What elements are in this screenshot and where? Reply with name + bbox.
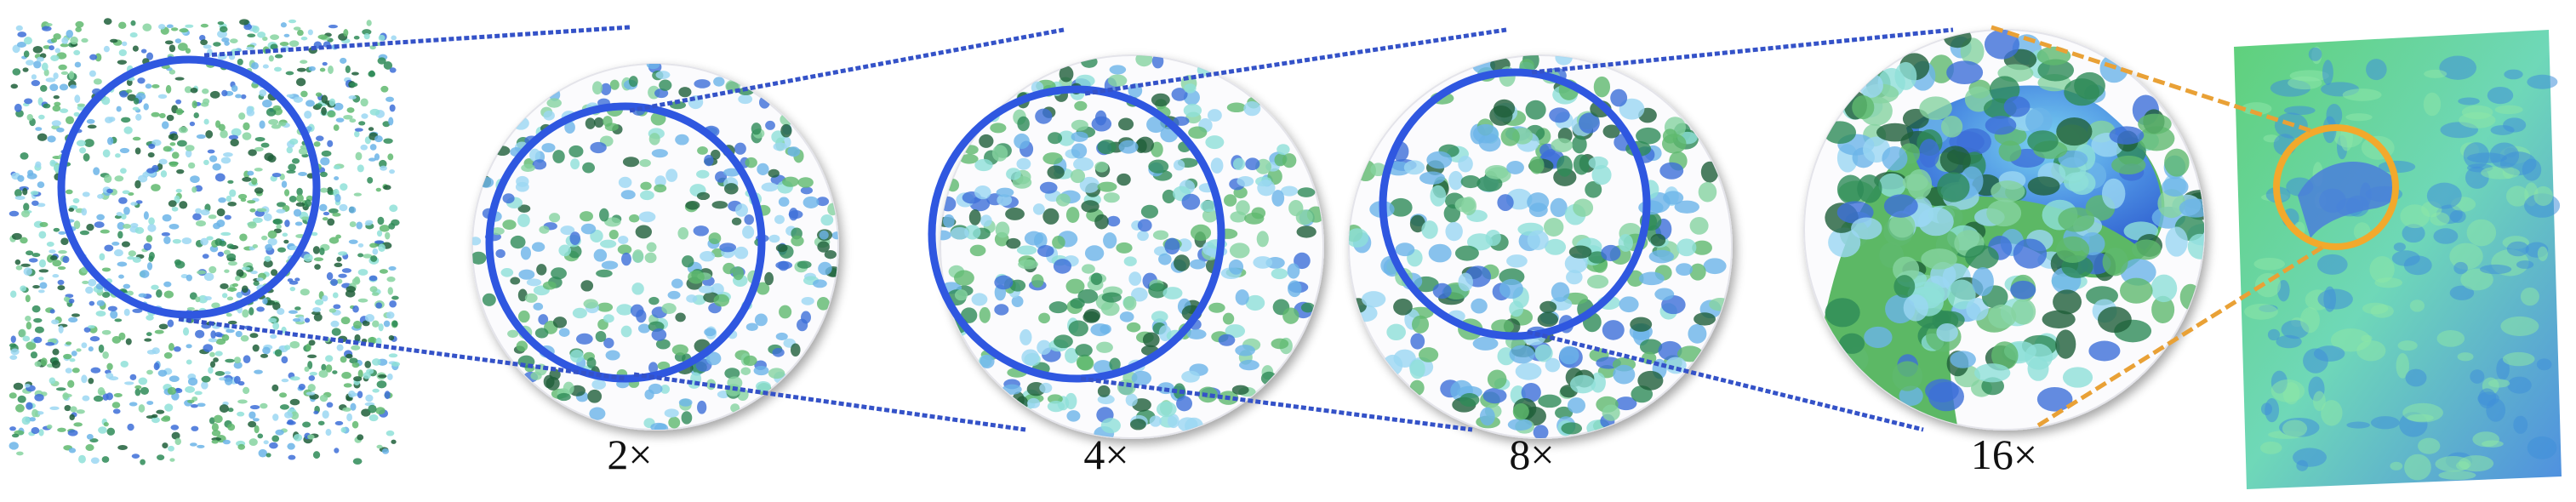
zoom-label-8x: 8× [1509,431,1555,478]
connector-line [629,27,1065,113]
zoom-ring [928,85,1225,383]
highlight-connector-line [2036,244,2325,428]
mesh-nose-feature [2298,162,2399,238]
connector-line [1527,329,1924,432]
zoom-panel-8x [1348,54,1733,439]
zoom-label-4x: 4× [1083,431,1129,478]
reconstructed-mesh [2234,30,2562,489]
connector-line [203,25,631,58]
zoom-label-2x: 2× [607,431,653,478]
zoom-panel-16x [1803,29,2205,431]
zoom-panel-4x [928,54,1324,439]
connector-line [1084,27,1507,96]
zoom-connectors [178,25,2325,432]
zoom-ring [485,102,766,383]
connector-line [178,317,626,381]
zoom-ring-source [57,55,321,319]
connector-line [633,372,1026,432]
source-point-cloud [9,18,401,465]
zoom-panel-2x [471,63,839,431]
highlight-connector-line [1991,25,2316,134]
connector-line [1531,27,1954,75]
highlight-ring-mesh [2273,124,2399,250]
connector-line [1080,376,1473,432]
zoom-label-16x: 16× [1970,431,2038,478]
zoom-ring [1379,68,1651,340]
